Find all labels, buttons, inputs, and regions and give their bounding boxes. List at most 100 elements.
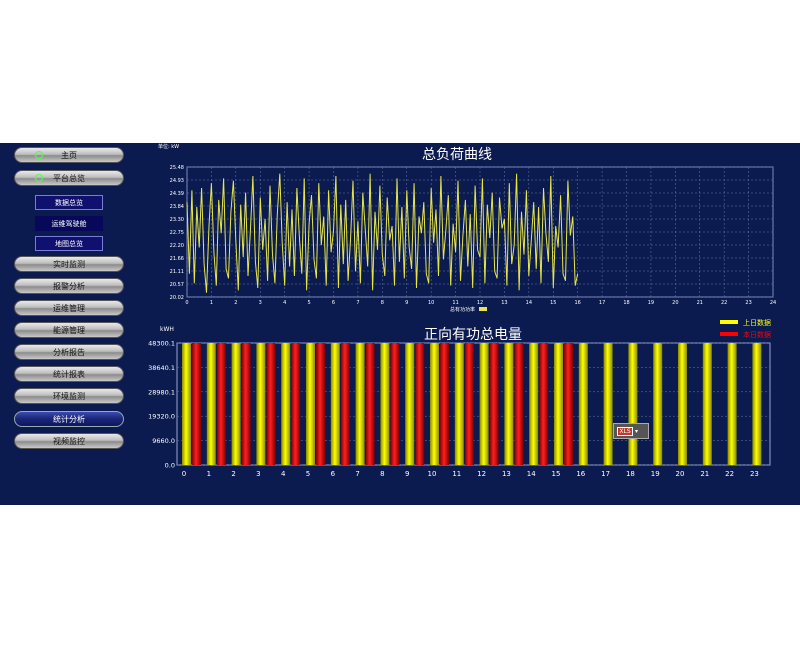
energy-bar-yesterday <box>182 343 191 465</box>
sidebar-item-7[interactable]: 运维管理 <box>14 300 124 316</box>
load-legend-swatch <box>479 307 487 311</box>
sidebar-item-0[interactable]: 主页 <box>14 147 124 163</box>
load-x-tick: 14 <box>526 300 532 306</box>
sidebar-item-label: 地图总览 <box>55 239 83 248</box>
energy-chart-title: 正向有功总电量 <box>424 327 522 343</box>
load-y-tick: 24.93 <box>170 178 184 184</box>
load-series-line <box>186 173 579 293</box>
sidebar-item-13[interactable]: 视频监控 <box>14 433 124 449</box>
load-unit-label: 单位: kW <box>158 143 179 150</box>
energy-x-tick: 15 <box>552 470 561 478</box>
energy-bar-today <box>340 343 350 465</box>
energy-bar-yesterday <box>603 343 613 465</box>
load-curve-chart: 0 1 2 3 4 5 6 7 8 9 10 11 12 13 14 15 16 17 18 19 20 21 22 23 24… <box>158 143 776 313</box>
load-x-tick: 24 <box>770 300 776 306</box>
load-x-tick: 18 <box>623 300 629 306</box>
energy-bar-chart: 48300.1 38640.1 28980.1 19320.0 9660.0 0.0 kWH… <box>148 318 771 478</box>
energy-x-tick: 18 <box>626 470 635 478</box>
load-x-tick: 22 <box>721 300 727 306</box>
load-x-tick: 13 <box>501 300 507 306</box>
energy-bar-yesterday <box>380 343 390 465</box>
energy-bar-today <box>464 343 474 465</box>
energy-x-tick: 10 <box>428 470 437 478</box>
energy-bar-yesterday <box>554 343 563 465</box>
sidebar-item-12[interactable]: 统计分析 <box>14 411 124 427</box>
load-y-tick: 21.11 <box>170 269 184 275</box>
energy-bar-today <box>241 343 251 465</box>
sidebar-item-10[interactable]: 统计报表 <box>14 366 124 382</box>
energy-x-tick: 2 <box>231 470 235 478</box>
energy-y-tick: 48300.1 <box>148 340 175 348</box>
energy-bar-yesterday <box>628 343 638 465</box>
load-x-tick: 20 <box>672 300 678 306</box>
energy-bar-today <box>539 343 549 465</box>
energy-bar-yesterday <box>479 343 489 465</box>
dropdown-arrow-icon: ▾ <box>635 427 639 435</box>
home-circle-icon <box>35 151 43 159</box>
energy-y-tick: 9660.0 <box>152 437 175 445</box>
energy-bar-yesterday <box>678 343 687 465</box>
energy-bar-yesterday <box>430 343 439 465</box>
sidebar-item-label: 运维管理 <box>53 303 85 313</box>
energy-x-tick: 9 <box>405 470 409 478</box>
load-x-tick: 0 <box>185 300 188 306</box>
load-y-tick: 23.30 <box>170 217 184 223</box>
sidebar-item-4[interactable]: 地图总览 <box>35 236 103 251</box>
load-x-tick: 7 <box>356 300 359 306</box>
load-y-tick: 22.75 <box>170 230 184 236</box>
export-widget[interactable]: XLS ▾ <box>613 423 649 439</box>
energy-x-tick: 11 <box>452 470 461 478</box>
load-x-tick: 1 <box>210 300 213 306</box>
energy-y-tick: 19320.0 <box>148 413 175 421</box>
energy-bar-yesterday <box>281 343 291 465</box>
load-x-tick: 19 <box>648 300 654 306</box>
load-x-tick: 2 <box>234 300 237 306</box>
energy-bar-today <box>564 343 573 465</box>
sidebar-item-label: 主页 <box>61 150 77 160</box>
sidebar-item-label: 统计分析 <box>53 414 85 424</box>
energy-bar-yesterday <box>653 343 663 465</box>
energy-legend-label: 上日数据 <box>743 318 771 327</box>
energy-bar-today <box>514 343 524 465</box>
energy-x-tick: 7 <box>355 470 359 478</box>
sidebar-item-label: 平台总览 <box>53 173 85 183</box>
energy-bar-yesterday <box>454 343 464 465</box>
energy-x-tick: 6 <box>331 470 336 478</box>
sidebar-item-label: 分析报告 <box>53 347 85 357</box>
load-x-tick: 9 <box>405 300 408 306</box>
energy-bar-today <box>440 343 449 465</box>
export-excel-icon: XLS <box>617 426 633 436</box>
energy-x-tick: 17 <box>601 470 610 478</box>
sidebar-item-label: 环境监测 <box>53 391 85 401</box>
load-x-tick: 12 <box>477 300 483 306</box>
energy-x-tick: 20 <box>676 470 685 478</box>
sidebar-item-11[interactable]: 环境监测 <box>14 388 124 404</box>
load-chart-title: 总负荷曲线 <box>422 147 492 163</box>
sidebar-item-1[interactable]: 平台总览 <box>14 170 124 186</box>
load-y-tick: 20.02 <box>170 295 184 301</box>
energy-x-tick: 16 <box>576 470 585 478</box>
sidebar-item-8[interactable]: 能源管理 <box>14 322 124 338</box>
sidebar-item-9[interactable]: 分析报告 <box>14 344 124 360</box>
load-x-tick: 21 <box>697 300 703 306</box>
sidebar-item-label: 报警分析 <box>53 281 85 291</box>
energy-x-tick: 8 <box>380 470 384 478</box>
sidebar-item-6[interactable]: 报警分析 <box>14 278 124 294</box>
load-x-tick: 15 <box>550 300 556 306</box>
energy-y-tick: 38640.1 <box>148 364 175 372</box>
energy-bar-today <box>415 343 425 465</box>
sidebar-item-3[interactable]: 运维驾驶舱 <box>35 216 103 231</box>
energy-x-tick: 4 <box>281 470 286 478</box>
sidebar-item-5[interactable]: 实时监测 <box>14 256 124 272</box>
energy-bar-yesterday <box>529 343 539 465</box>
energy-x-tick: 22 <box>725 470 734 478</box>
energy-bar-today <box>390 343 400 465</box>
app-window: 主页平台总览数据总览运维驾驶舱地图总览实时监测报警分析运维管理能源管理分析报告统… <box>0 143 800 505</box>
energy-bar-yesterday <box>504 343 514 465</box>
load-x-tick: 16 <box>574 300 580 306</box>
energy-y-tick: 0.0 <box>165 462 175 470</box>
energy-bar-today <box>291 343 301 465</box>
energy-unit-label: kWH <box>160 326 174 333</box>
energy-bar-today <box>316 343 325 465</box>
sidebar-item-2[interactable]: 数据总览 <box>35 195 103 210</box>
